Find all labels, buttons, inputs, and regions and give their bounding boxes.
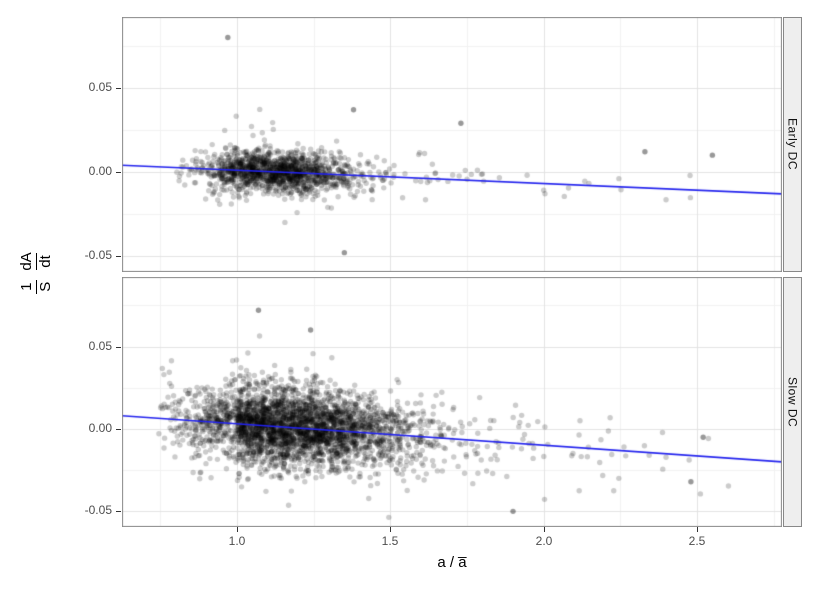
x-tick-mark	[697, 527, 698, 532]
x-tick-label: 1.0	[228, 534, 246, 548]
y-axis-title: 1 S dA dt	[16, 230, 56, 314]
x-tick-label: 2.0	[535, 534, 553, 548]
y-title-denominator-S: S	[35, 279, 54, 294]
y-title-numerator-dA: dA	[18, 252, 36, 271]
y-title-numerator-1: 1	[18, 282, 36, 291]
x-axis-title: a / a̅	[437, 554, 467, 571]
y-axis-fraction-1-over-S: 1 S	[18, 279, 54, 294]
y-tick-mark	[116, 256, 121, 257]
facet-label-early-dc: Early DC	[785, 118, 800, 171]
facet-strip-early-dc: Early DC	[783, 17, 802, 272]
y-tick-label: -0.05	[84, 503, 112, 517]
y-tick-label: -0.05	[84, 248, 112, 262]
y-tick-label: 0.05	[88, 80, 112, 94]
x-tick-label: 1.5	[381, 534, 399, 548]
y-title-denominator-dt: dt	[35, 253, 54, 270]
y-tick-label: 0.00	[88, 164, 112, 178]
y-tick-label: 0.00	[88, 421, 112, 435]
y-tick-label: 0.05	[88, 339, 112, 353]
y-tick-mark	[116, 429, 121, 430]
x-tick-mark	[390, 527, 391, 532]
y-tick-mark	[116, 511, 121, 512]
scatter-panel-slow-dc	[122, 277, 782, 527]
x-tick-mark	[544, 527, 545, 532]
facet-label-slow-dc: Slow DC	[785, 376, 800, 428]
x-tick-label: 2.5	[688, 534, 706, 548]
scatter-panel-early-dc	[122, 17, 782, 272]
y-axis-fraction-dA-over-dt: dA dt	[18, 250, 54, 272]
y-tick-mark	[116, 347, 121, 348]
x-tick-mark	[237, 527, 238, 532]
y-tick-mark	[116, 88, 121, 89]
facet-strip-slow-dc: Slow DC	[783, 277, 802, 527]
y-tick-mark	[116, 172, 121, 173]
